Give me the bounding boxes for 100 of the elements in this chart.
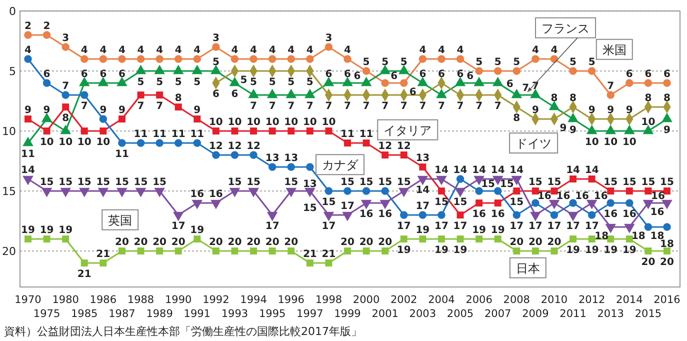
point xyxy=(192,65,202,74)
point xyxy=(267,212,278,221)
point xyxy=(626,188,633,194)
data-label: 9 xyxy=(664,124,671,136)
data-label: 2 xyxy=(24,20,32,32)
data-label: 5 xyxy=(382,56,389,68)
data-label: 17 xyxy=(265,220,280,232)
data-label: 15 xyxy=(641,176,656,188)
point xyxy=(156,92,164,98)
point xyxy=(118,116,126,122)
data-label: 5 xyxy=(268,76,276,88)
data-label: 18 xyxy=(631,230,646,242)
data-label: 20 xyxy=(171,236,186,248)
data-label: 15 xyxy=(246,176,261,188)
data-label: 8 xyxy=(513,112,520,124)
point xyxy=(512,67,521,75)
data-label: 15 xyxy=(115,176,129,188)
data-label: 6 xyxy=(344,68,352,80)
point xyxy=(570,176,577,182)
point xyxy=(549,101,560,110)
point xyxy=(532,188,539,194)
point xyxy=(644,188,652,194)
point xyxy=(60,125,71,134)
data-label: 4 xyxy=(100,44,107,56)
x-tick-label: 2014 xyxy=(616,294,644,306)
data-label: 16 xyxy=(472,208,486,220)
point xyxy=(550,188,558,194)
data-label: 7 xyxy=(438,100,445,112)
point xyxy=(398,65,409,74)
point xyxy=(624,125,634,134)
point xyxy=(588,236,596,242)
data-label: 8 xyxy=(62,112,70,124)
point xyxy=(324,187,333,195)
point xyxy=(344,55,352,63)
data-label: 15 xyxy=(77,176,92,188)
data-label: 12 xyxy=(378,140,392,152)
point xyxy=(607,188,614,194)
data-label: 4 xyxy=(231,44,238,56)
data-label: 15 xyxy=(96,176,110,188)
point xyxy=(455,188,466,197)
point xyxy=(419,164,426,170)
point xyxy=(494,67,502,75)
point xyxy=(268,55,276,63)
point xyxy=(42,79,51,87)
point xyxy=(456,55,464,63)
data-label: 13 xyxy=(265,152,280,164)
data-label: 15 xyxy=(58,176,73,188)
data-label: 19 xyxy=(416,224,430,236)
point xyxy=(42,188,52,197)
data-label: 15 xyxy=(152,176,167,188)
point xyxy=(42,113,52,122)
point xyxy=(231,128,238,134)
x-tick-label: 1996 xyxy=(278,294,305,306)
data-label: 5 xyxy=(306,76,314,88)
data-label: 10 xyxy=(40,136,54,148)
point xyxy=(626,79,634,87)
data-label: 16 xyxy=(650,206,664,218)
data-label: 6 xyxy=(438,68,445,80)
point xyxy=(456,175,464,183)
point xyxy=(455,77,466,86)
data-label: 4 xyxy=(194,44,201,56)
data-label: 7 xyxy=(156,100,164,112)
point xyxy=(173,212,184,221)
point xyxy=(624,224,634,233)
point xyxy=(250,151,258,159)
point xyxy=(494,187,502,195)
point xyxy=(118,248,126,254)
series-label: カナダ xyxy=(322,158,359,172)
data-label: 9 xyxy=(532,104,539,116)
data-label: 15 xyxy=(604,176,618,188)
point xyxy=(306,260,314,266)
data-label: 12 xyxy=(246,140,261,152)
point xyxy=(476,236,483,242)
data-label: 10 xyxy=(265,116,280,128)
data-label: 20 xyxy=(265,236,280,248)
point xyxy=(492,77,503,86)
point xyxy=(382,152,389,158)
point xyxy=(174,55,182,63)
data-label: 6 xyxy=(325,68,332,80)
data-label: 13 xyxy=(416,152,430,164)
data-label: 11 xyxy=(134,128,148,140)
x-tick-label: 1989 xyxy=(146,308,173,320)
point xyxy=(137,92,144,98)
data-label: 19 xyxy=(21,224,35,236)
point xyxy=(606,125,616,134)
point xyxy=(304,89,315,98)
point xyxy=(212,151,220,159)
point xyxy=(418,77,428,86)
data-label: 19 xyxy=(434,244,448,256)
point xyxy=(136,55,145,63)
data-label: 5 xyxy=(156,76,164,88)
data-label: 16 xyxy=(556,190,570,202)
data-label: 5 xyxy=(194,76,201,88)
data-label: 8 xyxy=(644,92,652,104)
point xyxy=(174,139,182,147)
point xyxy=(532,199,540,207)
point xyxy=(62,43,70,51)
x-tick-label: 2001 xyxy=(372,308,398,320)
data-label: 16 xyxy=(622,208,636,220)
point xyxy=(100,128,107,134)
